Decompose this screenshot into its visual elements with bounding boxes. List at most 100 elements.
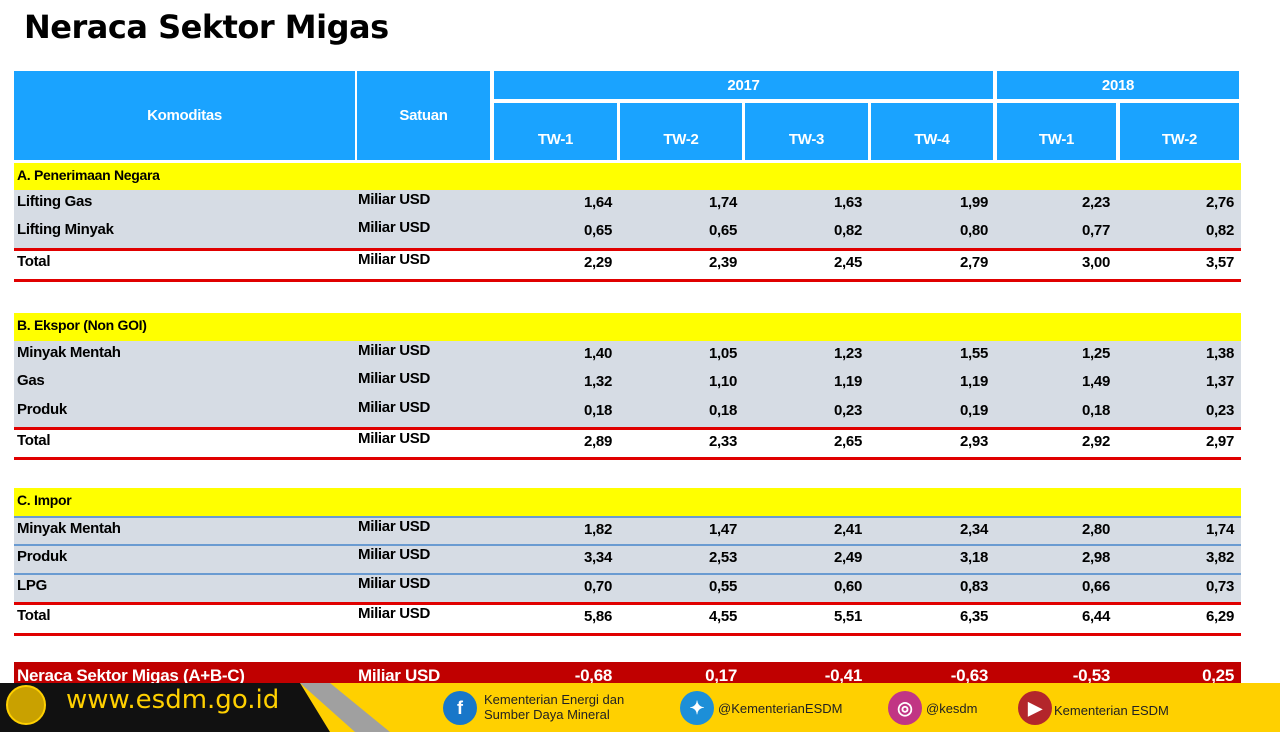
- section-header: B. Ekspor (Non GOI): [17, 317, 147, 333]
- table-row-label: Lifting Gas: [17, 193, 93, 210]
- footer-band: [0, 683, 330, 732]
- table-row-value: 1,99: [960, 194, 988, 211]
- table-row-value: 0,65: [709, 222, 737, 239]
- total-rule-top: [14, 248, 1241, 251]
- table-row-label: Minyak Mentah: [17, 520, 121, 537]
- instagram-label[interactable]: @kesdm: [926, 701, 978, 716]
- table-row-value: 1,23: [834, 345, 862, 362]
- table-row-value: 1,19: [834, 373, 862, 390]
- header-year-2018: 2018: [997, 71, 1239, 99]
- header-period: TW-1: [997, 103, 1116, 160]
- total-row-value: 5,86: [584, 608, 612, 625]
- table-row-value: 2,53: [709, 549, 737, 566]
- page-title: Neraca Sektor Migas: [24, 8, 389, 46]
- neraca-value: -0,53: [1072, 666, 1111, 685]
- header-period: TW-1: [494, 103, 617, 160]
- table-row-value: 1,37: [1206, 373, 1234, 390]
- neraca-value: -0,63: [950, 666, 989, 685]
- twitter-icon[interactable]: ✦: [680, 691, 714, 725]
- facebook-label[interactable]: Kementerian Energi dan Sumber Daya Miner…: [484, 692, 625, 722]
- table-row-value: 1,74: [1206, 521, 1234, 538]
- total-row-value: 3,57: [1206, 254, 1234, 271]
- total-row-value: 2,39: [709, 254, 737, 271]
- header-komoditas: Komoditas: [14, 71, 355, 160]
- section-header: C. Impor: [17, 492, 72, 508]
- header-period: TW-2: [1120, 103, 1239, 160]
- table-row-unit: Miliar USD: [358, 342, 431, 359]
- table-row-value: 0,18: [584, 402, 612, 419]
- table-row-value: 0,82: [834, 222, 862, 239]
- total-row-value: 2,89: [584, 433, 612, 450]
- total-row-unit: Miliar USD: [358, 605, 431, 622]
- table-row-unit: Miliar USD: [358, 399, 431, 416]
- section-rows-band: [14, 517, 1241, 603]
- section-rows-band: [14, 341, 1241, 428]
- total-row-value: 2,79: [960, 254, 988, 271]
- total-row-value: 5,51: [834, 608, 862, 625]
- youtube-label[interactable]: Kementerian ESDM: [1054, 703, 1169, 718]
- total-row-unit: Miliar USD: [358, 251, 431, 268]
- header-satuan: Satuan: [357, 71, 490, 160]
- table-row-value: 0,66: [1082, 578, 1110, 595]
- total-row-value: 3,00: [1082, 254, 1110, 271]
- table-row-unit: Miliar USD: [358, 219, 431, 236]
- total-row-value: 2,92: [1082, 433, 1110, 450]
- header-period: TW-3: [745, 103, 868, 160]
- total-row-value: 2,97: [1206, 433, 1234, 450]
- table-row-value: 0,80: [960, 222, 988, 239]
- table-row-value: 1,49: [1082, 373, 1110, 390]
- esdm-logo-icon: [6, 685, 46, 725]
- section-header-band: [14, 313, 1241, 341]
- table-row-value: 1,82: [584, 521, 612, 538]
- section-rows-band: [14, 190, 1241, 248]
- total-rule-bottom: [14, 633, 1241, 636]
- table-row-unit: Miliar USD: [358, 370, 431, 387]
- footer: www.esdm.go.id f Kementerian Energi dan …: [0, 683, 1280, 732]
- table-row-label: Produk: [17, 548, 67, 565]
- header-period: TW-4: [871, 103, 993, 160]
- table-row-value: 0,77: [1082, 222, 1110, 239]
- section-header-band: [14, 163, 1241, 190]
- neraca-value: -0,68: [574, 666, 613, 685]
- table-row-unit: Miliar USD: [358, 575, 431, 592]
- twitter-label[interactable]: @KementerianESDM: [718, 701, 843, 716]
- table-row-value: 0,70: [584, 578, 612, 595]
- table-row-label: Minyak Mentah: [17, 344, 121, 361]
- facebook-icon[interactable]: f: [443, 691, 477, 725]
- row-divider: [14, 573, 1241, 575]
- table-row-value: 0,23: [1206, 402, 1234, 419]
- website-link[interactable]: www.esdm.go.id: [66, 685, 280, 715]
- table-row-value: 1,63: [834, 194, 862, 211]
- table-row-value: 1,40: [584, 345, 612, 362]
- youtube-icon[interactable]: ▶: [1018, 691, 1052, 725]
- table-row-value: 1,25: [1082, 345, 1110, 362]
- table-row-label: LPG: [17, 577, 47, 594]
- total-row-value: 2,93: [960, 433, 988, 450]
- table-row-value: 3,34: [584, 549, 612, 566]
- table-row-label: Produk: [17, 401, 67, 418]
- table-row-value: 0,65: [584, 222, 612, 239]
- total-row-value: 6,35: [960, 608, 988, 625]
- table-row-value: 0,23: [834, 402, 862, 419]
- table-row-value: 2,23: [1082, 194, 1110, 211]
- table-row-value: 1,10: [709, 373, 737, 390]
- total-row-value: 2,65: [834, 433, 862, 450]
- table-row-value: 0,55: [709, 578, 737, 595]
- table-row-value: 1,64: [584, 194, 612, 211]
- total-row-value: 4,55: [709, 608, 737, 625]
- total-row-label: Total: [17, 607, 51, 624]
- table-row-unit: Miliar USD: [358, 546, 431, 563]
- table-row-label: Gas: [17, 372, 45, 389]
- table-row-value: 2,76: [1206, 194, 1234, 211]
- neraca-value: 0,25: [1202, 666, 1234, 685]
- total-row-unit: Miliar USD: [358, 430, 431, 447]
- instagram-icon[interactable]: ◎: [888, 691, 922, 725]
- total-row-value: 2,33: [709, 433, 737, 450]
- table-row-value: 2,41: [834, 521, 862, 538]
- table-row-value: 0,18: [709, 402, 737, 419]
- table-row-value: 3,18: [960, 549, 988, 566]
- row-divider: [14, 516, 1241, 518]
- table-row-value: 0,19: [960, 402, 988, 419]
- total-row-label: Total: [17, 253, 51, 270]
- total-row-value: 6,44: [1082, 608, 1110, 625]
